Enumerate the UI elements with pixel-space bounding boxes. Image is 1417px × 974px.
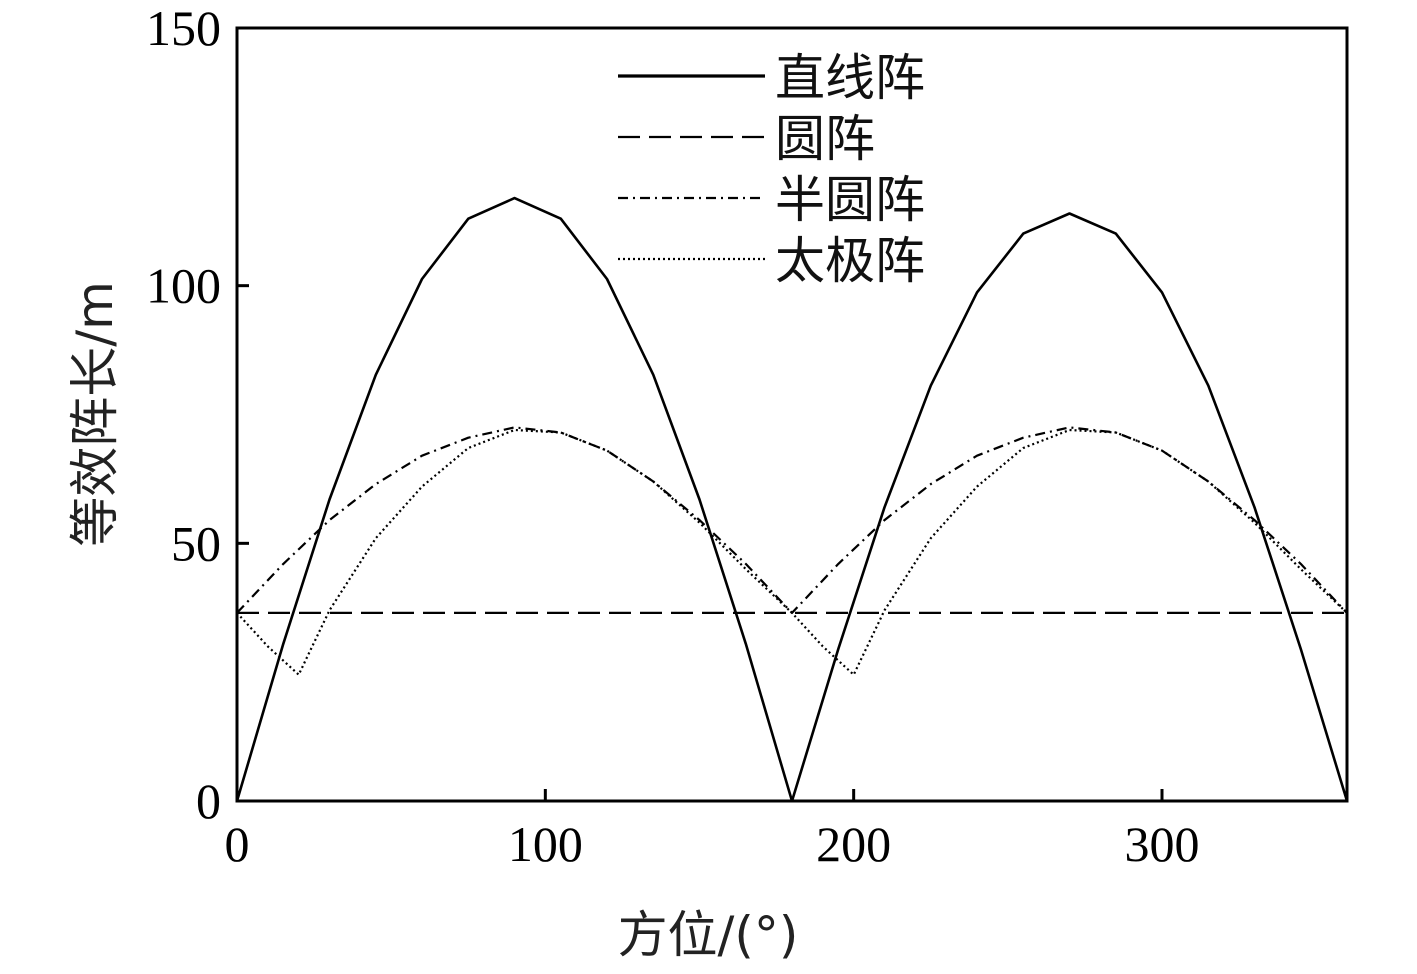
plot-frame [235, 26, 1349, 803]
x-axis-title: 方位/(°) [618, 906, 799, 964]
x-tick-label: 0 [225, 816, 250, 872]
x-tick-label: 200 [816, 816, 891, 872]
x-tick-label: 100 [508, 816, 583, 872]
legend-label-2: 圆阵 [775, 110, 875, 168]
x-tick-label: 300 [1125, 816, 1200, 872]
y-axis-title: 等效阵长/m [66, 281, 124, 547]
y-tick-label: 150 [146, 0, 221, 56]
axis-ticks: 0 100 200 300 0 50 100 150 [146, 0, 1200, 872]
y-tick-label: 50 [171, 515, 221, 571]
y-tick-label: 0 [196, 773, 221, 829]
series-line-4 [236, 428, 1348, 676]
series-line-3 [236, 426, 1348, 614]
y-tick-label: 100 [146, 258, 221, 314]
legend-label-4: 太极阵 [775, 232, 925, 290]
legend-label-3: 半圆阵 [775, 171, 925, 229]
legend-label-1: 直线阵 [775, 49, 925, 107]
